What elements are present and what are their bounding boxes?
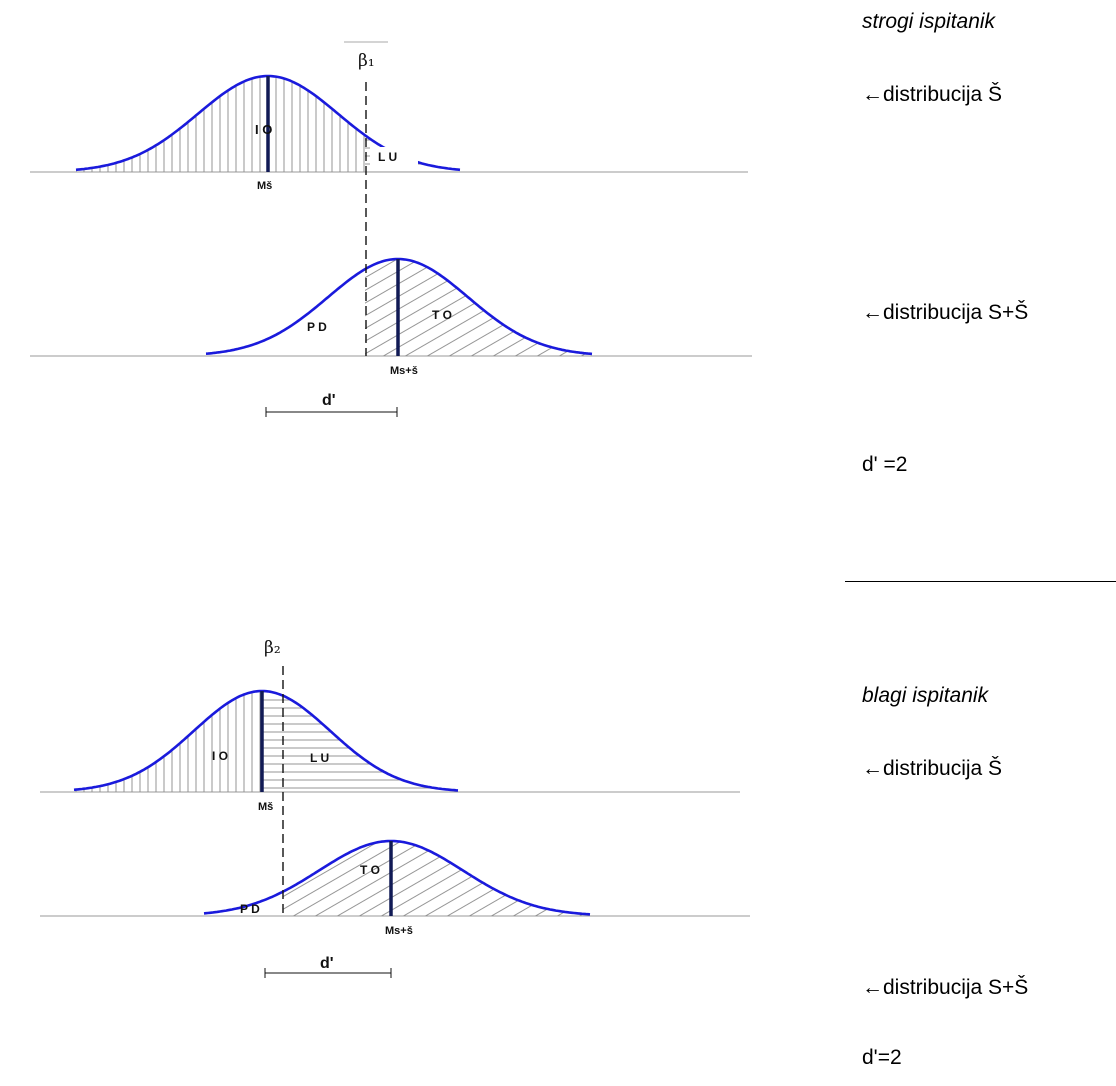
- bottom-noise-hatch: [74, 691, 458, 792]
- top-region-lu-box: [370, 147, 418, 165]
- bottom-noise-curve: [73, 689, 459, 792]
- bottom-criterion-label: β₂: [264, 638, 281, 658]
- diagram-canvas: β₁ I O L U Mš P D T O Ms+š d': [30, 41, 752, 978]
- top-side-signal-label: ←distribucija S+Š: [862, 301, 1029, 324]
- top-region-lu-label: L U: [378, 150, 397, 164]
- top-dprime-label: d': [322, 392, 336, 409]
- bottom-signal-mean-label: Ms+š: [385, 925, 413, 937]
- top-side-dprime: d' =2: [862, 453, 908, 476]
- bottom-side-title: blagi ispitanik: [862, 684, 989, 707]
- top-region-pd-label: P D: [307, 320, 327, 334]
- panel-divider: [845, 581, 1116, 582]
- bottom-region-lu-label: L U: [310, 751, 329, 765]
- bottom-side-dprime: d'=2: [862, 1046, 902, 1069]
- top-criterion-label: β₁: [358, 51, 375, 71]
- top-panel: β₁ I O L U Mš P D T O Ms+š d': [30, 41, 752, 417]
- bottom-region-io-label: I O: [212, 749, 228, 763]
- bottom-noise-io-hatch: [74, 691, 262, 792]
- bottom-noise-lu-hatch: [262, 691, 458, 792]
- top-noise-mean-label: Mš: [257, 180, 272, 192]
- bottom-signal-to-hatch: [283, 841, 590, 916]
- bottom-region-to-label: T O: [360, 863, 380, 877]
- bottom-noise-mean-label: Mš: [258, 801, 273, 813]
- bottom-side-noise-label: ←distribucija Š: [862, 757, 1003, 780]
- top-region-to-label: T O: [432, 308, 452, 322]
- bottom-panel: β₂ I O L U Mš P D T O Ms+š d': [40, 638, 750, 978]
- bottom-side-signal-label: ←distribucija S+Š: [862, 976, 1029, 999]
- top-side-title: strogi ispitanik: [862, 10, 996, 33]
- top-side-noise-label: ←distribucija Š: [862, 83, 1003, 106]
- bottom-dprime-label: d': [320, 955, 334, 972]
- bottom-region-pd-label: P D: [240, 902, 260, 916]
- bottom-signal-curve: [203, 839, 591, 916]
- top-region-io-label: I O: [255, 122, 272, 137]
- top-signal-mean-label: Ms+š: [390, 365, 418, 377]
- top-noise-io-hatch: [76, 76, 365, 172]
